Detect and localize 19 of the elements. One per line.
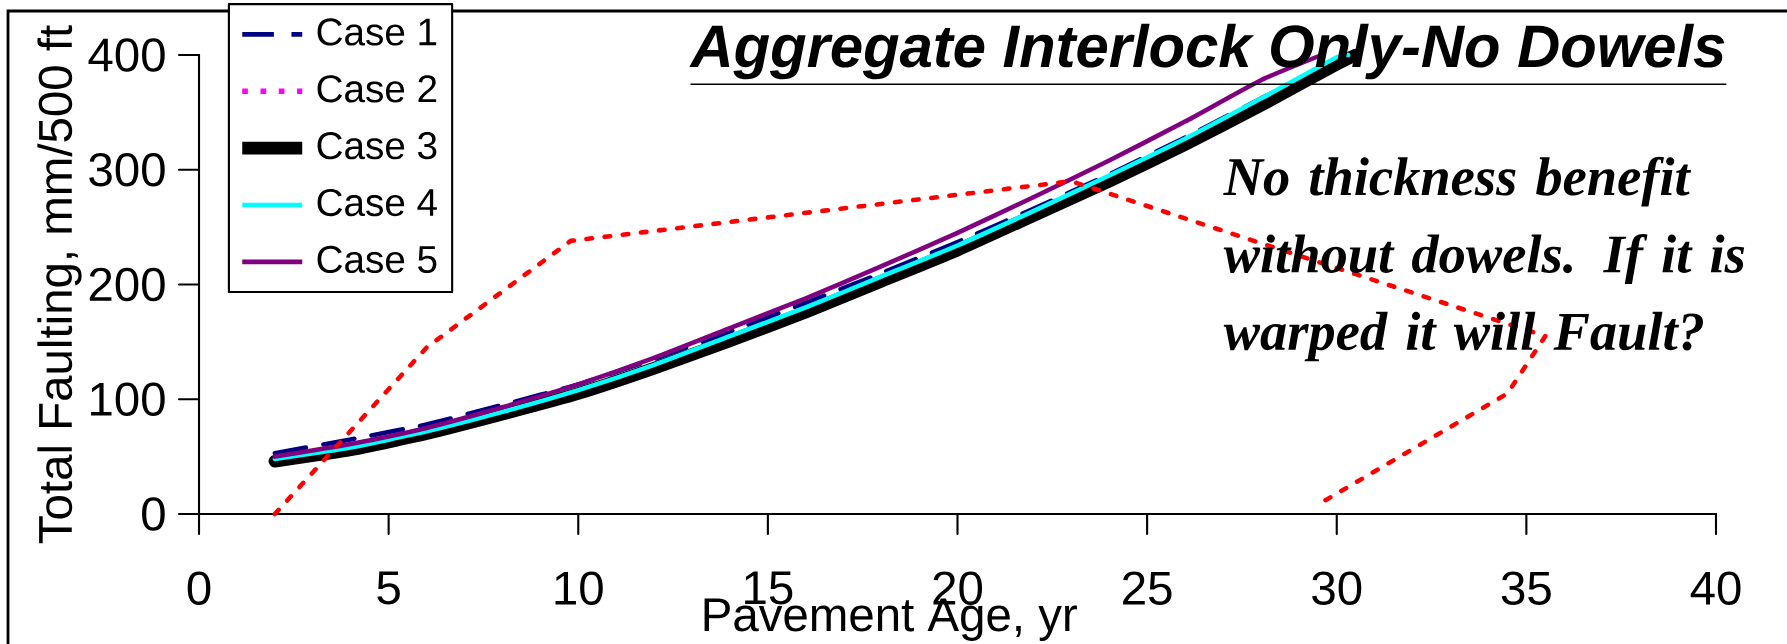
legend-label: Case 5: [317, 245, 437, 274]
legend-label: Case 3: [317, 132, 437, 160]
y-tick-label: 0: [142, 497, 165, 531]
x-tick-label: 5: [377, 571, 400, 605]
x-tick-label: 35: [1501, 571, 1551, 605]
chart-title: Aggregate Interlock Only-No Dowels: [689, 23, 1725, 80]
x-tick-label: 30: [1312, 571, 1362, 605]
x-tick-label: 0: [187, 571, 211, 605]
x-tick-label: 40: [1690, 571, 1741, 605]
x-tick-label: 10: [555, 571, 603, 605]
y-tick-label: 200: [89, 267, 165, 302]
y-tick-label: 300: [89, 152, 165, 187]
y-tick-label: 400: [88, 38, 165, 72]
legend-label: Case 2: [317, 75, 437, 103]
y-tick-label: 100: [91, 382, 165, 417]
y-axis-title: Total Faulting, mm/500 ft: [37, 25, 82, 544]
x-tick-label: 25: [1123, 571, 1172, 605]
legend-label: Case 1: [317, 18, 437, 46]
legend-label: Case 4: [317, 188, 437, 217]
